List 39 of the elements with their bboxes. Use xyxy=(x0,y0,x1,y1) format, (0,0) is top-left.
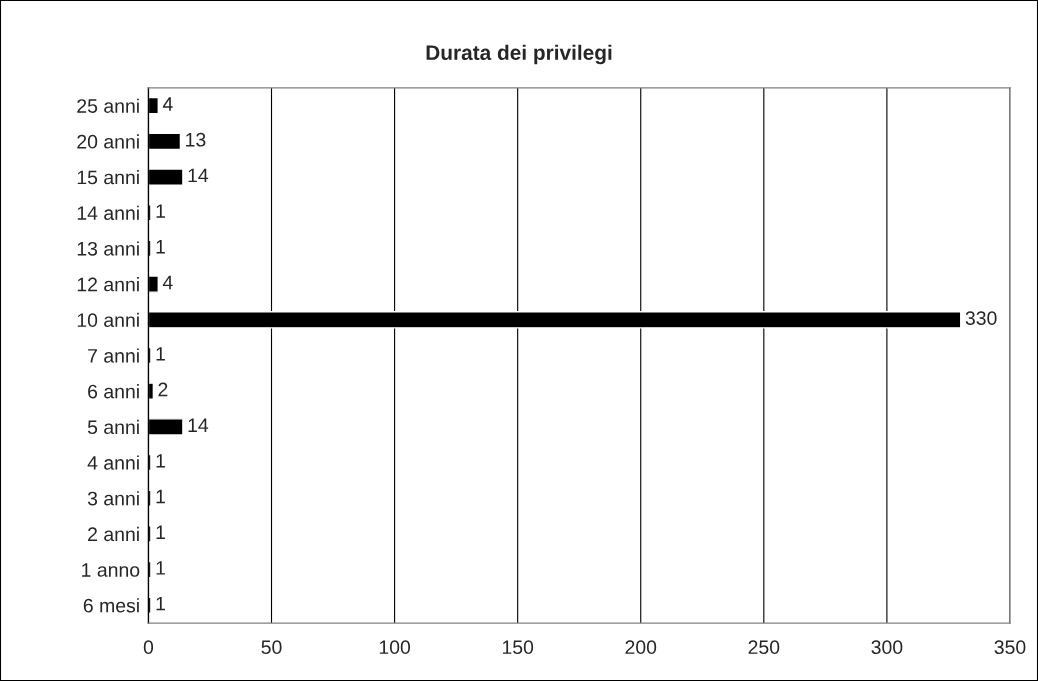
data-label: 1 xyxy=(156,240,165,254)
data-label: 330 xyxy=(965,311,997,326)
x-tick-label: 250 xyxy=(748,640,780,655)
x-tick-label: 50 xyxy=(261,640,282,655)
y-tick-label: 25 anni xyxy=(77,98,139,113)
data-label: 1 xyxy=(156,204,165,218)
data-label: 1 xyxy=(156,596,165,611)
y-tick-label: 2 anni xyxy=(88,526,139,542)
y-tick-label: 15 anni xyxy=(77,170,139,185)
data-label: 14 xyxy=(188,418,209,432)
data-label: 2 xyxy=(158,382,168,397)
data-label: 1 xyxy=(156,454,165,468)
y-tick-label: 1 anno xyxy=(82,563,140,577)
y-tick-label: 4 anni xyxy=(87,455,139,470)
y-tick-label: 10 anni xyxy=(77,312,139,328)
x-tick-label: 200 xyxy=(625,640,657,655)
data-label: 1 xyxy=(156,525,165,539)
y-tick-label: 7 anni xyxy=(88,348,139,363)
y-tick-label: 5 anni xyxy=(87,419,139,435)
y-tick-label: 14 anni xyxy=(77,205,139,220)
data-label: 14 xyxy=(188,168,209,183)
data-label: 13 xyxy=(186,132,206,147)
x-tick-label: 150 xyxy=(502,640,534,655)
y-tick-label: 12 anni xyxy=(77,277,139,292)
data-label: 1 xyxy=(156,347,165,361)
x-tick-label: 350 xyxy=(994,640,1026,655)
x-tick-label: 300 xyxy=(871,640,903,655)
y-tick-label: 6 mesi xyxy=(83,598,139,613)
y-tick-label: 20 anni xyxy=(77,134,139,149)
data-label: 1 xyxy=(156,561,165,575)
x-tick-label: 100 xyxy=(379,640,411,655)
y-tick-label: 13 anni xyxy=(77,241,139,256)
y-tick-label: 3 anni xyxy=(87,491,139,506)
x-tick-label: 0 xyxy=(143,640,154,655)
chart-title: Durata dei privilegi xyxy=(426,44,612,65)
data-label: 1 xyxy=(156,489,165,504)
data-label: 4 xyxy=(162,275,173,290)
data-label: 4 xyxy=(162,97,173,111)
y-tick-label: 6 anni xyxy=(88,384,139,399)
